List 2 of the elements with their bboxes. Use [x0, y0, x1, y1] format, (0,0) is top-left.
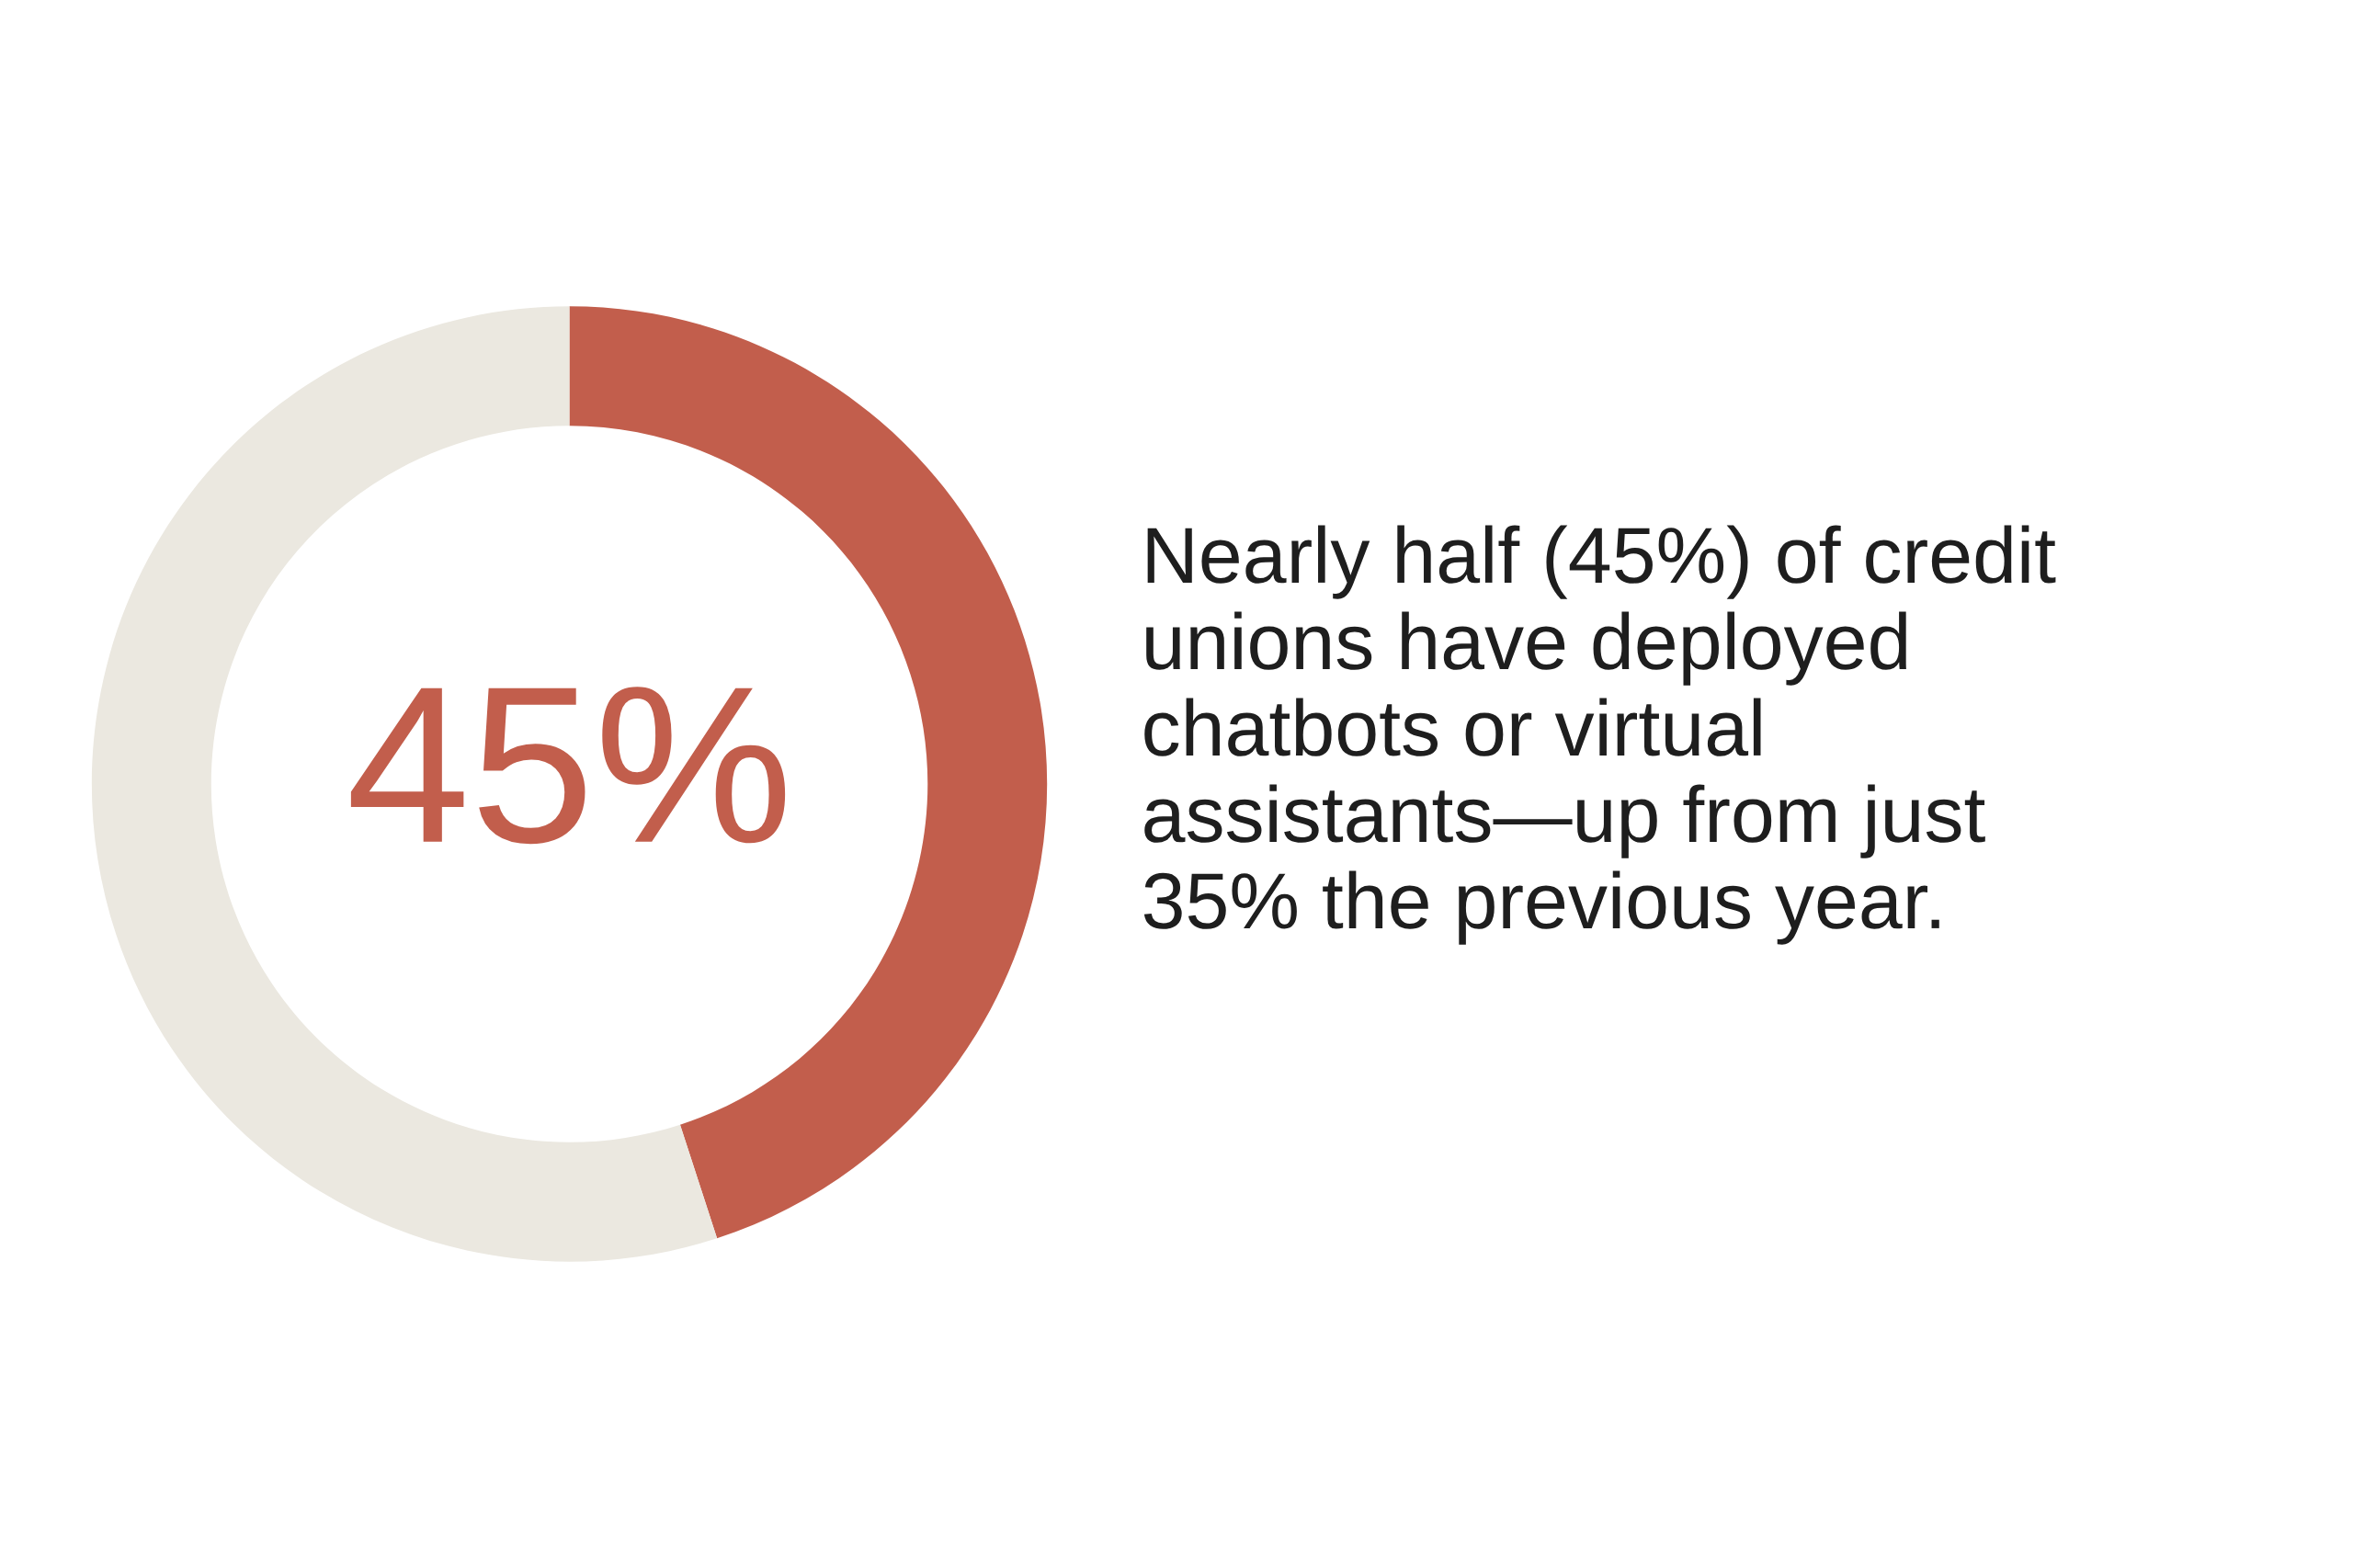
data-label: 45% [350, 687, 786, 845]
text: Nearly half (45%) of credit unions have deployed chatbots or virtual assistants—up from just 35% the previous year. [1143, 525, 2056, 945]
